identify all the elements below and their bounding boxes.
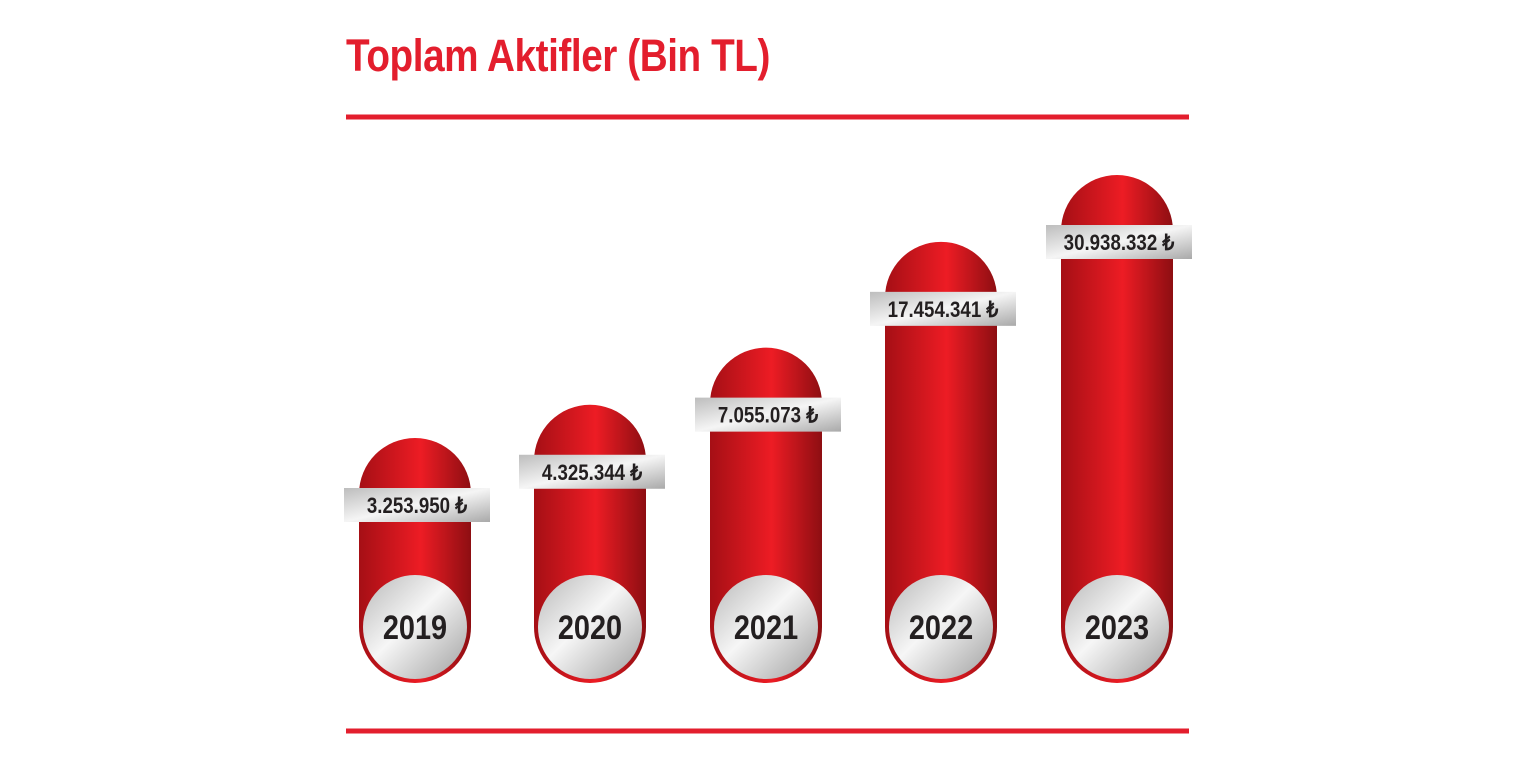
bar xyxy=(1061,175,1173,683)
value-label-plate xyxy=(695,397,841,432)
bar-group: 2021 7.055.073 ₺ xyxy=(695,347,841,683)
data-label: 30.938.332 ₺ xyxy=(1064,232,1175,256)
bar-group: 2022 17.454.341 ₺ xyxy=(870,241,1016,684)
bars-layer: 2019 3.253.950 ₺ 2020 4.325.344 ₺ 2021 7.055.… xyxy=(344,175,1192,684)
x-tick-label: 2023 xyxy=(1085,608,1149,647)
bar-group: 2020 4.325.344 ₺ xyxy=(519,404,665,683)
value-label-plate xyxy=(519,454,665,489)
chart-title: Toplam Aktifler (Bin TL) xyxy=(346,30,770,81)
data-label: 7.055.073 ₺ xyxy=(718,404,818,428)
x-tick-label: 2020 xyxy=(558,608,622,647)
year-badge xyxy=(889,575,993,679)
bar-group: 2023 30.938.332 ₺ xyxy=(1046,175,1192,683)
x-tick-label: 2022 xyxy=(909,608,973,647)
year-badge xyxy=(1065,575,1169,679)
data-label: 4.325.344 ₺ xyxy=(542,461,642,485)
year-badge xyxy=(363,575,467,679)
value-label-plate xyxy=(344,488,490,522)
year-badge xyxy=(714,575,818,679)
data-label: 17.454.341 ₺ xyxy=(888,299,999,323)
year-badge xyxy=(538,575,642,679)
bar xyxy=(885,241,997,684)
x-tick-label: 2019 xyxy=(383,608,447,647)
value-label-plate xyxy=(870,291,1016,326)
x-tick-label: 2021 xyxy=(734,608,798,647)
bar-group: 2019 3.253.950 ₺ xyxy=(344,438,490,683)
data-label: 3.253.950 ₺ xyxy=(367,495,467,519)
value-label-plate xyxy=(1046,225,1192,259)
